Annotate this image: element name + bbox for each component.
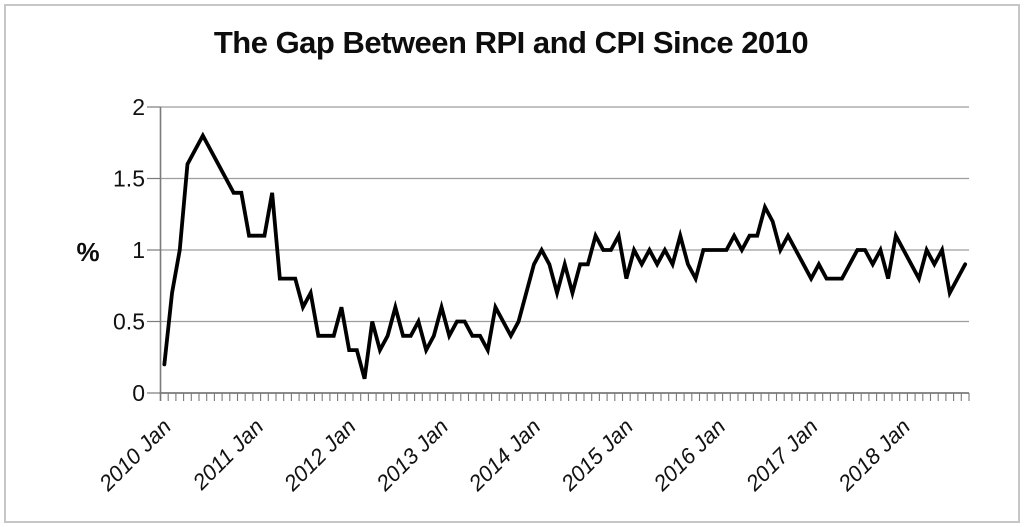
axes <box>159 107 969 401</box>
y-axis-unit-label: % <box>76 237 99 267</box>
y-tick-label: 1 <box>132 237 145 263</box>
x-tick-label: 2010 Jan <box>93 414 175 496</box>
x-tick-label: 2017 Jan <box>740 414 822 496</box>
data-line <box>162 131 968 380</box>
x-tick-label: 2015 Jan <box>555 414 637 496</box>
chart-title: The Gap Between RPI and CPI Since 2010 <box>214 25 808 60</box>
y-tick-label: 1.5 <box>113 166 145 192</box>
x-tick-label: 2012 Jan <box>278 414 360 496</box>
y-gridlines <box>160 106 969 323</box>
x-tick-label: 2013 Jan <box>371 414 453 496</box>
y-axis-tick-marks <box>147 106 161 394</box>
y-tick-label: 0 <box>132 380 145 406</box>
y-axis-tick-labels: 0 0.5 1 1.5 2 <box>113 94 145 406</box>
x-axis-tick-marks <box>159 393 970 401</box>
x-tick-label: 2018 Jan <box>833 414 915 496</box>
x-axis-tick-labels: 2010 Jan 2011 Jan 2012 Jan 2013 Jan 2014 Jan… <box>93 414 915 496</box>
x-tick-label: 2011 Jan <box>187 414 268 495</box>
y-tick-label: 2 <box>132 94 145 120</box>
x-tick-label: 2016 Jan <box>648 414 730 496</box>
y-tick-label: 0.5 <box>113 309 145 335</box>
x-tick-label: 2014 Jan <box>463 414 545 496</box>
